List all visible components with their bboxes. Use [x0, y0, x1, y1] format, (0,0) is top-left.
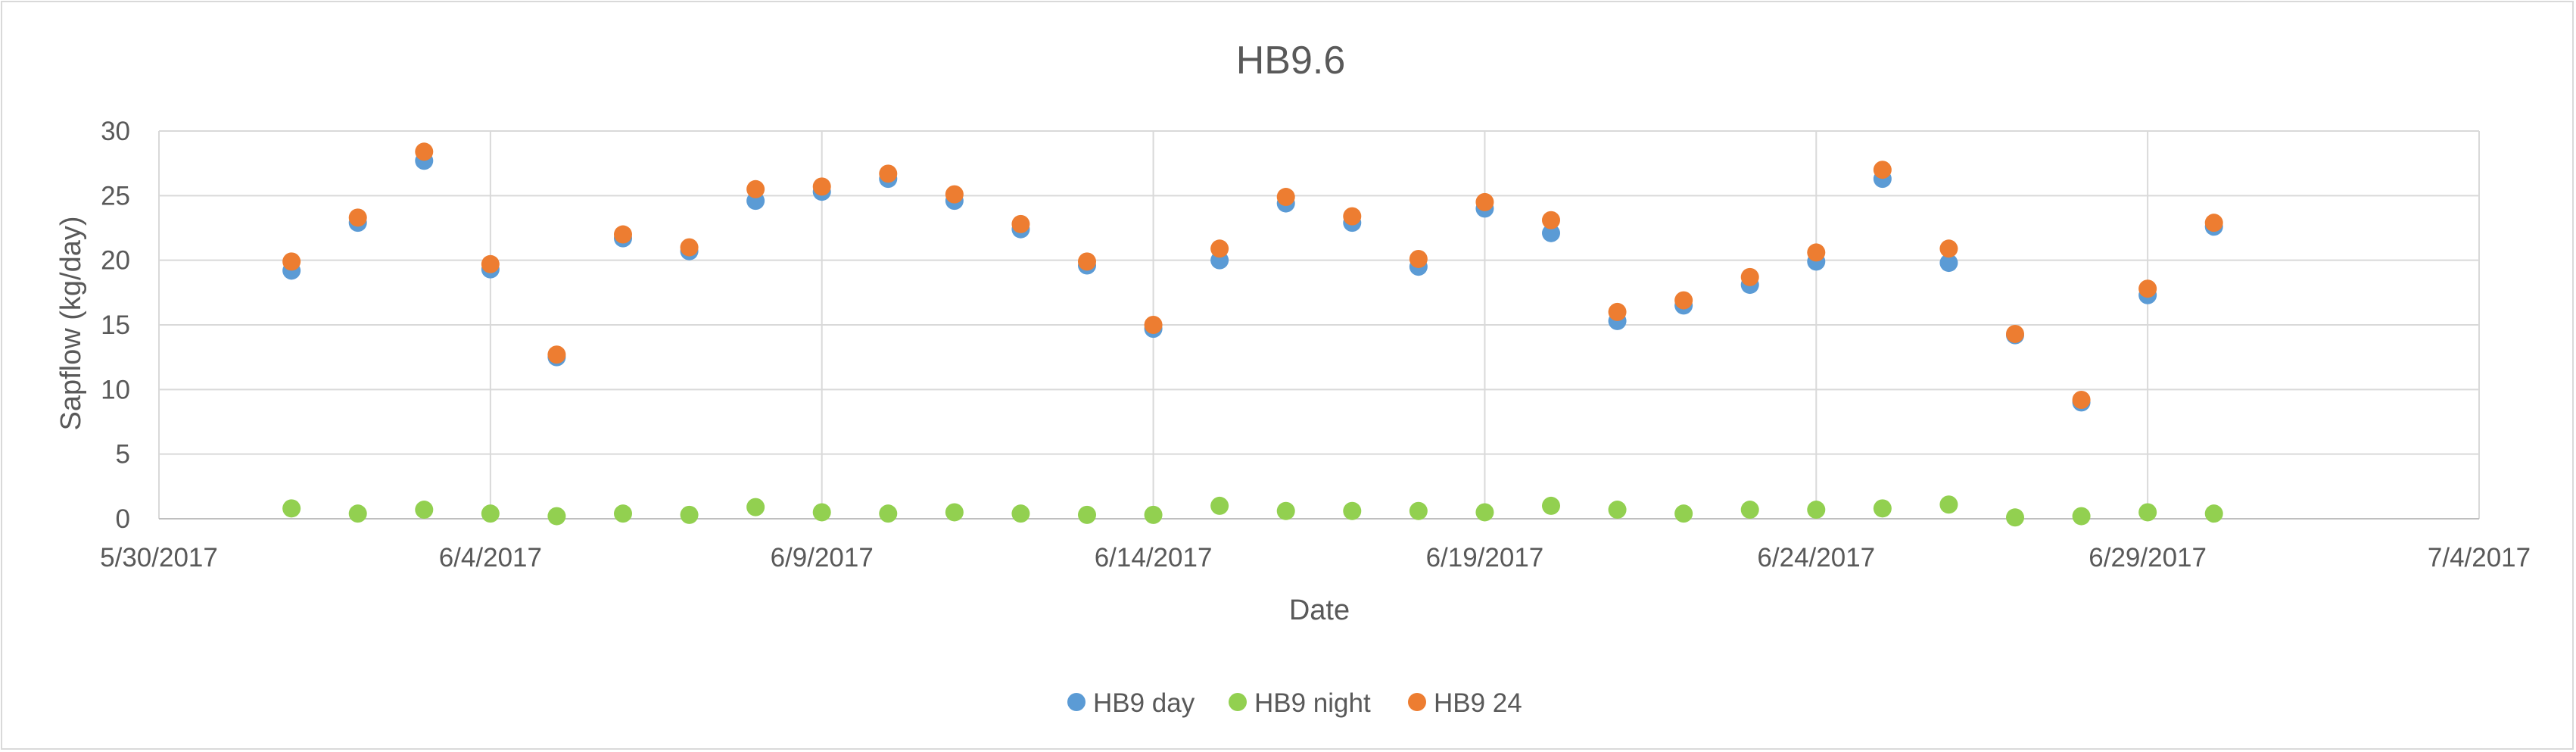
data-point	[614, 504, 632, 523]
y-axis-title: Sapflow (kg/day)	[55, 216, 87, 430]
x-tick-label: 6/4/2017	[439, 543, 542, 573]
data-point	[879, 164, 898, 183]
data-point	[1210, 239, 1229, 258]
data-point	[1276, 501, 1295, 520]
y-tick-label: 15	[101, 310, 130, 340]
x-axis-title: Date	[1289, 594, 1350, 626]
data-point	[812, 503, 831, 522]
data-point	[1807, 243, 1826, 262]
x-tick-label: 6/9/2017	[771, 543, 874, 573]
y-tick-label: 0	[116, 504, 130, 534]
data-point	[2204, 504, 2223, 523]
x-tick-label: 6/19/2017	[1426, 543, 1544, 573]
series-hb9-day	[282, 151, 2223, 412]
data-point	[2006, 508, 2024, 527]
data-point	[2138, 279, 2157, 298]
data-point	[879, 504, 898, 523]
data-point	[348, 208, 367, 227]
data-point	[1873, 161, 1892, 179]
data-point	[680, 505, 699, 524]
data-point	[415, 501, 434, 520]
x-tick-label: 6/14/2017	[1095, 543, 1213, 573]
data-point	[1608, 501, 1627, 520]
data-point	[2006, 324, 2024, 343]
data-point	[1475, 503, 1494, 522]
data-point	[746, 179, 765, 198]
legend: HB9 day HB9 night HB9 24	[1067, 688, 1522, 718]
data-point	[547, 345, 566, 364]
y-tick-label: 20	[101, 246, 130, 276]
data-point	[2072, 507, 2091, 526]
series-hb9-night	[282, 495, 2223, 527]
y-tick-label: 5	[116, 440, 130, 470]
y-tick-label: 30	[101, 117, 130, 146]
data-point	[1939, 239, 1958, 258]
data-point	[1011, 214, 1030, 233]
data-point	[1078, 505, 1096, 524]
x-tick-label: 6/29/2017	[2089, 543, 2207, 573]
data-series	[282, 142, 2223, 527]
y-tick-label: 25	[101, 181, 130, 211]
data-point	[1409, 501, 1428, 520]
chart-title: HB9.6	[1236, 39, 1346, 83]
legend-label: HB9 day	[1093, 688, 1195, 718]
x-tick-label: 5/30/2017	[100, 543, 218, 573]
data-point	[1807, 501, 1826, 520]
data-point	[481, 254, 500, 273]
legend-label: HB9 night	[1254, 688, 1371, 718]
data-point	[1740, 501, 1759, 520]
legend-marker	[1229, 693, 1247, 711]
data-point	[1475, 192, 1494, 211]
data-point	[1343, 501, 1362, 520]
data-point	[547, 507, 566, 526]
data-point	[1740, 267, 1759, 286]
data-point	[282, 499, 301, 518]
data-point	[1343, 207, 1362, 226]
x-tick-label: 7/4/2017	[2428, 543, 2531, 573]
data-point	[1542, 211, 1560, 229]
legend-marker	[1408, 693, 1426, 711]
data-point	[1542, 223, 1560, 242]
axes: 0 5 10 15 20 25 30 5/30/2017 6/4/2017 6/9/2017 6/1…	[100, 117, 2531, 573]
data-point	[945, 503, 964, 522]
data-point	[1873, 499, 1892, 518]
legend-marker	[1067, 693, 1086, 711]
data-point	[1674, 504, 1693, 523]
data-point	[1674, 291, 1693, 310]
legend-label: HB9 24	[1434, 688, 1522, 718]
data-point	[1011, 504, 1030, 523]
data-point	[1409, 249, 1428, 268]
data-point	[2138, 503, 2157, 522]
data-point	[945, 185, 964, 204]
data-point	[2204, 214, 2223, 232]
data-point	[1939, 254, 1958, 273]
data-point	[1608, 302, 1627, 321]
data-point	[1210, 496, 1229, 515]
data-point	[680, 238, 699, 257]
gridlines	[158, 130, 2480, 519]
data-point	[1144, 505, 1163, 524]
data-point	[1276, 188, 1295, 207]
data-point	[614, 225, 632, 244]
data-point	[746, 498, 765, 516]
data-point	[1542, 496, 1560, 515]
data-point	[812, 177, 831, 196]
data-point	[1144, 316, 1163, 334]
data-point	[282, 252, 301, 271]
data-point	[481, 504, 500, 523]
y-tick-label: 10	[101, 375, 130, 404]
data-point	[415, 142, 434, 161]
x-tick-label: 6/24/2017	[1757, 543, 1875, 573]
data-point	[2072, 390, 2091, 409]
series-hb9-24	[282, 142, 2223, 409]
data-point	[348, 504, 367, 523]
data-point	[1078, 252, 1096, 271]
data-point	[1939, 495, 1958, 514]
